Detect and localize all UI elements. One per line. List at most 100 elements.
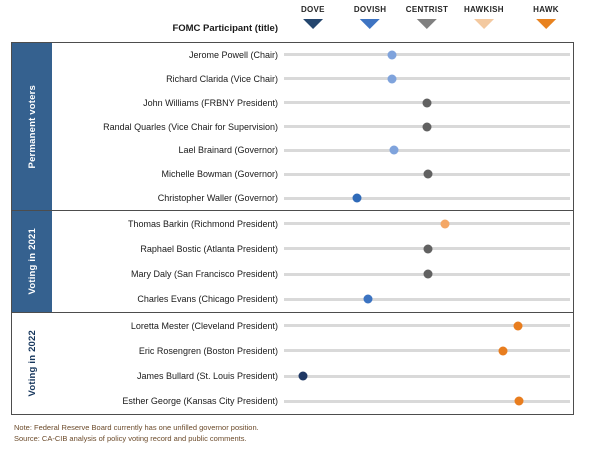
- scale-category-label: DOVISH: [353, 5, 387, 14]
- scale-category: HAWK: [533, 5, 559, 29]
- stance-dot-dovish: [363, 294, 373, 304]
- participant-row: Lael Brainard (Governor): [52, 138, 573, 162]
- stance-track: [284, 162, 570, 186]
- participant-row: Thomas Barkin (Richmond President): [52, 211, 573, 236]
- track-line: [284, 399, 570, 403]
- participant-name: Eric Rosengren (Boston President): [138, 345, 278, 356]
- track-line: [284, 53, 570, 57]
- participant-row: Christopher Waller (Governor): [52, 186, 573, 210]
- participant-row: Charles Evans (Chicago President): [52, 287, 573, 312]
- section-rows: Thomas Barkin (Richmond President) Rapha…: [52, 211, 573, 312]
- stance-track: [284, 91, 570, 115]
- scale-category: HAWKISH: [464, 5, 504, 29]
- triangle-marker-icon: [417, 19, 437, 29]
- stance-track: [284, 389, 570, 414]
- section-sidebar: Voting in 2022: [12, 313, 52, 414]
- participant-row: Michelle Bowman (Governor): [52, 162, 573, 186]
- participant-name: Thomas Barkin (Richmond President): [127, 218, 278, 229]
- voter-section: Permanent voters Jerome Powell (Chair) R…: [12, 43, 573, 210]
- participant-name: James Bullard (St. Louis President): [136, 371, 278, 382]
- participant-row: Mary Daly (San Francisco President): [52, 262, 573, 287]
- source-line: Source: CA-CIB analysis of policy voting…: [14, 433, 247, 443]
- participant-row: Raphael Bostic (Atlanta President): [52, 236, 573, 261]
- stance-dot-dovish: [352, 193, 362, 203]
- stance-dot-hawkish: [514, 396, 524, 406]
- stance-track: [284, 236, 570, 261]
- section-sidebar: Voting in 2021: [12, 211, 52, 312]
- scale-category-label: CENTRIST: [405, 5, 449, 14]
- participant-name: Richard Clarida (Vice Chair): [166, 73, 278, 84]
- participant-row: John Williams (FRBNY President): [52, 91, 573, 115]
- participant-row: Esther George (Kansas City President): [52, 389, 573, 414]
- stance-track: [284, 115, 570, 139]
- track-line: [284, 374, 570, 378]
- footnotes: Note: Federal Reserve Board currently ha…: [14, 423, 259, 444]
- scale-category: DOVE: [301, 5, 325, 29]
- stance-track: [284, 211, 570, 236]
- participant-name: Christopher Waller (Governor): [157, 193, 278, 204]
- participant-name: Randal Quarles (Vice Chair for Supervisi…: [103, 121, 278, 132]
- scale-category-label: HAWKISH: [463, 5, 504, 14]
- stance-dot-leans-dovish: [387, 74, 397, 84]
- triangle-marker-icon: [535, 19, 556, 29]
- triangle-marker-icon: [302, 19, 323, 29]
- section-sidebar-label: Voting in 2021: [26, 228, 38, 295]
- stance-track: [284, 287, 570, 312]
- stance-track: [284, 43, 570, 67]
- track-line: [284, 148, 570, 152]
- stance-dot-dove: [298, 371, 308, 381]
- track-line: [284, 324, 570, 328]
- participant-row: Loretta Mester (Cleveland President): [52, 313, 573, 338]
- stance-dot-centrist: [423, 269, 433, 279]
- stance-dot-hawkish: [498, 346, 508, 356]
- section-sidebar-label: Permanent voters: [26, 84, 38, 169]
- participant-name: Raphael Bostic (Atlanta President): [140, 243, 278, 254]
- chart-box: Permanent voters Jerome Powell (Chair) R…: [11, 42, 574, 415]
- participant-column-title: FOMC Participant (title): [172, 23, 278, 34]
- stance-track: [284, 338, 570, 363]
- section-sidebar: Permanent voters: [12, 43, 52, 210]
- section-rows: Loretta Mester (Cleveland President) Eri…: [52, 313, 573, 414]
- stance-dot-hawkish: [513, 321, 523, 331]
- scale-category-label: DOVE: [300, 5, 325, 14]
- participant-row: Richard Clarida (Vice Chair): [52, 67, 573, 91]
- stance-track: [284, 313, 570, 338]
- participant-row: Eric Rosengren (Boston President): [52, 338, 573, 363]
- participant-name: Mary Daly (San Francisco President): [130, 269, 278, 280]
- scale-category: DOVISH: [354, 5, 386, 29]
- scale-category-label: HAWK: [533, 5, 559, 14]
- stance-dot-centrist: [423, 169, 433, 179]
- track-line: [284, 349, 570, 353]
- voter-section: Voting in 2021 Thomas Barkin (Richmond P…: [12, 210, 573, 312]
- track-line: [284, 297, 570, 301]
- track-line: [284, 77, 570, 81]
- triangle-marker-icon: [473, 19, 494, 29]
- stance-track: [284, 186, 570, 210]
- section-rows: Jerome Powell (Chair) Richard Clarida (V…: [52, 43, 573, 210]
- stance-track: [284, 67, 570, 91]
- stance-track: [284, 138, 570, 162]
- voter-section: Voting in 2022 Loretta Mester (Cleveland…: [12, 312, 573, 414]
- dove-hawk-scale: DOVE DOVISH CENTRIST HAWKISH HAWK: [284, 5, 570, 41]
- section-sidebar-label: Voting in 2022: [26, 330, 38, 397]
- participant-row: Jerome Powell (Chair): [52, 43, 573, 67]
- participant-name: Jerome Powell (Chair): [188, 49, 278, 60]
- participant-name: Charles Evans (Chicago President): [137, 294, 278, 305]
- participant-name: Michelle Bowman (Governor): [161, 169, 278, 180]
- participant-name: Lael Brainard (Governor): [178, 145, 278, 156]
- scale-category: CENTRIST: [406, 5, 448, 29]
- triangle-marker-icon: [360, 19, 381, 29]
- stance-dot-centrist: [422, 98, 432, 108]
- track-line: [284, 196, 570, 200]
- stance-dot-leans-dovish: [389, 145, 399, 155]
- participant-row: Randal Quarles (Vice Chair for Supervisi…: [52, 115, 573, 139]
- stance-dot-centrist: [422, 122, 432, 131]
- stance-track: [284, 262, 570, 287]
- participant-name: Loretta Mester (Cleveland President): [130, 320, 278, 331]
- stance-dot-leans-hawkish: [440, 219, 450, 229]
- participant-name: Esther George (Kansas City President): [122, 396, 278, 407]
- stance-track: [284, 364, 570, 389]
- participant-row: James Bullard (St. Louis President): [52, 364, 573, 389]
- note-line: Note: Federal Reserve Board currently ha…: [14, 423, 259, 432]
